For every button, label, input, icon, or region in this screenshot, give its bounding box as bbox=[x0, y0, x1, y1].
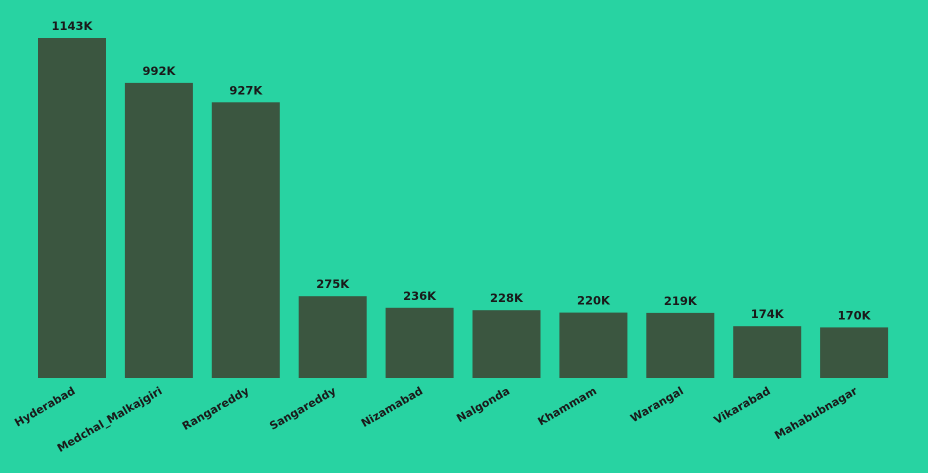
value-label-sangareddy: 275K bbox=[316, 277, 350, 291]
bar-rangareddy bbox=[211, 102, 280, 379]
value-labels-group: 1143K 992K 927K 275K 236K 228K 220K 219K 174K 170… bbox=[52, 19, 872, 322]
value-label-vikarabad: 174K bbox=[751, 307, 785, 321]
bar-medchal-malkajgiri bbox=[124, 82, 193, 379]
value-label-hyderabad: 1143K bbox=[52, 19, 94, 33]
value-label-khammam: 220K bbox=[577, 294, 611, 308]
bar-khammam bbox=[559, 312, 628, 378]
bar-warangal bbox=[646, 312, 715, 378]
value-label-mahabubnagar: 170K bbox=[838, 308, 872, 322]
value-label-nalgonda: 228K bbox=[490, 291, 524, 305]
bar-vikarabad bbox=[733, 326, 802, 378]
bar-nizamabad bbox=[385, 307, 454, 378]
value-label-warangal: 219K bbox=[664, 294, 698, 308]
bar-hyderabad bbox=[38, 38, 106, 378]
bars-group bbox=[38, 38, 889, 379]
value-label-nizamabad: 236K bbox=[403, 289, 437, 303]
bar-sangareddy bbox=[298, 296, 367, 378]
bar-nalgonda bbox=[472, 310, 541, 378]
bar-mahabubnagar bbox=[820, 327, 889, 378]
value-label-rangareddy: 927K bbox=[229, 83, 263, 97]
value-label-medchal-malkajgiri: 992K bbox=[142, 64, 176, 78]
